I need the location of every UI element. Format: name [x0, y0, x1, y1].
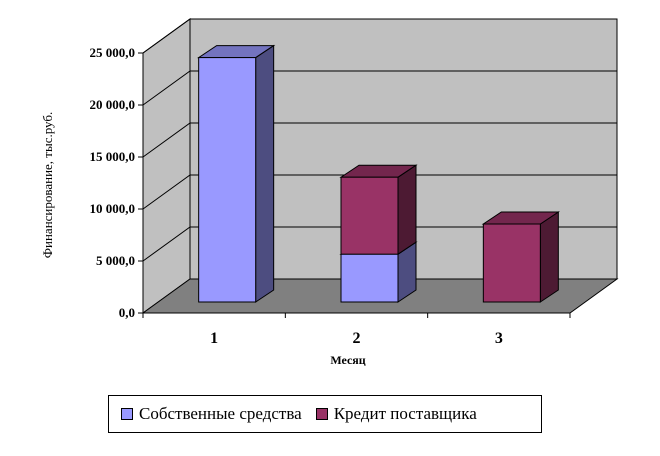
gridline — [142, 174, 617, 210]
bar-front — [340, 253, 399, 303]
bar-side — [397, 164, 417, 256]
bar-segment — [339, 164, 418, 256]
legend-swatch-supplier-credit — [315, 408, 328, 420]
legend-label-supplier-credit: Кредит поставщика — [333, 404, 477, 423]
bar-front — [482, 223, 541, 303]
gridline — [142, 226, 617, 262]
x-tick-label: 2 — [353, 330, 361, 347]
bar-front — [340, 176, 399, 255]
gridlines — [142, 18, 617, 262]
gridline — [142, 18, 617, 54]
gridline — [142, 122, 617, 158]
legend-label-own-funds: Собственные средства — [139, 404, 302, 423]
y-tick-label: 15 000,0 — [90, 149, 136, 164]
legend-item-own-funds: Собственные средства — [121, 404, 302, 424]
legend-item-supplier-credit: Кредит поставщика — [315, 404, 477, 424]
bars — [197, 44, 560, 303]
bar-front — [198, 57, 257, 303]
legend-swatch-own-funds — [121, 408, 133, 420]
bar-segment — [197, 44, 276, 303]
x-tick-label: 1 — [210, 330, 218, 347]
bar-segment — [481, 211, 560, 303]
y-axis-title: Финансирование, тыс.руб. — [40, 112, 55, 259]
legend: Собственные средства Кредит поставщика — [108, 395, 542, 433]
y-tick-label: 0,0 — [119, 305, 135, 320]
bar-side — [255, 44, 275, 303]
y-tick-label: 5 000,0 — [96, 253, 135, 268]
y-tick-label: 10 000,0 — [90, 201, 136, 216]
y-tick-label: 25 000,0 — [90, 45, 136, 60]
x-axis-title: Месяц — [330, 353, 365, 367]
axis-labels: 0,0 5 000,0 10 000,0 15 000,0 20 000,0 25 000… — [90, 45, 503, 347]
axes — [138, 52, 571, 318]
side-wall — [142, 18, 191, 314]
gridline — [142, 70, 617, 106]
y-tick-label: 20 000,0 — [90, 97, 136, 112]
x-tick-label: 3 — [495, 330, 503, 347]
bar-side — [539, 211, 559, 303]
